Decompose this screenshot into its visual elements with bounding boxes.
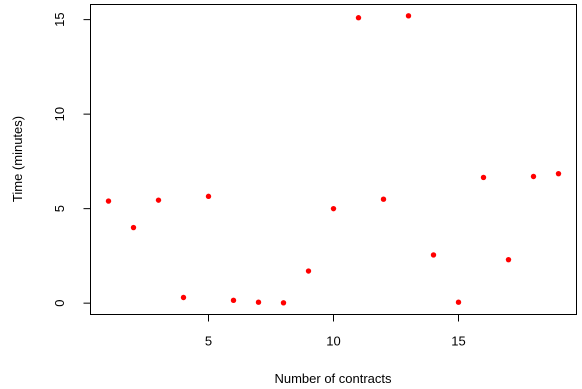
data-point xyxy=(130,224,137,231)
data-point xyxy=(255,299,262,305)
y-tick-label: 0 xyxy=(52,300,67,307)
data-point xyxy=(430,252,437,258)
data-point xyxy=(180,294,187,301)
data-point xyxy=(530,173,537,180)
data-point xyxy=(105,198,112,204)
data-point xyxy=(505,256,512,263)
x-tick-label: 5 xyxy=(205,334,212,349)
data-point xyxy=(205,193,212,200)
data-point xyxy=(455,299,462,305)
plot-box xyxy=(90,4,577,315)
x-axis-title: Number of contracts xyxy=(274,371,392,386)
data-point xyxy=(305,268,312,274)
y-axis-title: Time (minutes) xyxy=(10,116,25,202)
data-point xyxy=(355,15,362,21)
data-point xyxy=(405,13,412,19)
data-point xyxy=(230,297,237,304)
x-tick-label: 15 xyxy=(451,334,465,349)
y-tick-label: 10 xyxy=(52,107,67,121)
data-point xyxy=(480,174,487,181)
data-point xyxy=(555,170,562,177)
x-tick-label: 10 xyxy=(326,334,340,349)
data-point xyxy=(280,300,287,306)
data-point xyxy=(380,196,387,202)
x-axis: 5 10 15 xyxy=(205,314,466,349)
data-point xyxy=(155,197,162,203)
y-tick-label: 15 xyxy=(52,12,67,26)
y-axis: 0 5 10 15 xyxy=(52,12,91,307)
data-point xyxy=(330,205,337,212)
y-tick-label: 5 xyxy=(52,205,67,212)
data-points xyxy=(105,13,562,306)
